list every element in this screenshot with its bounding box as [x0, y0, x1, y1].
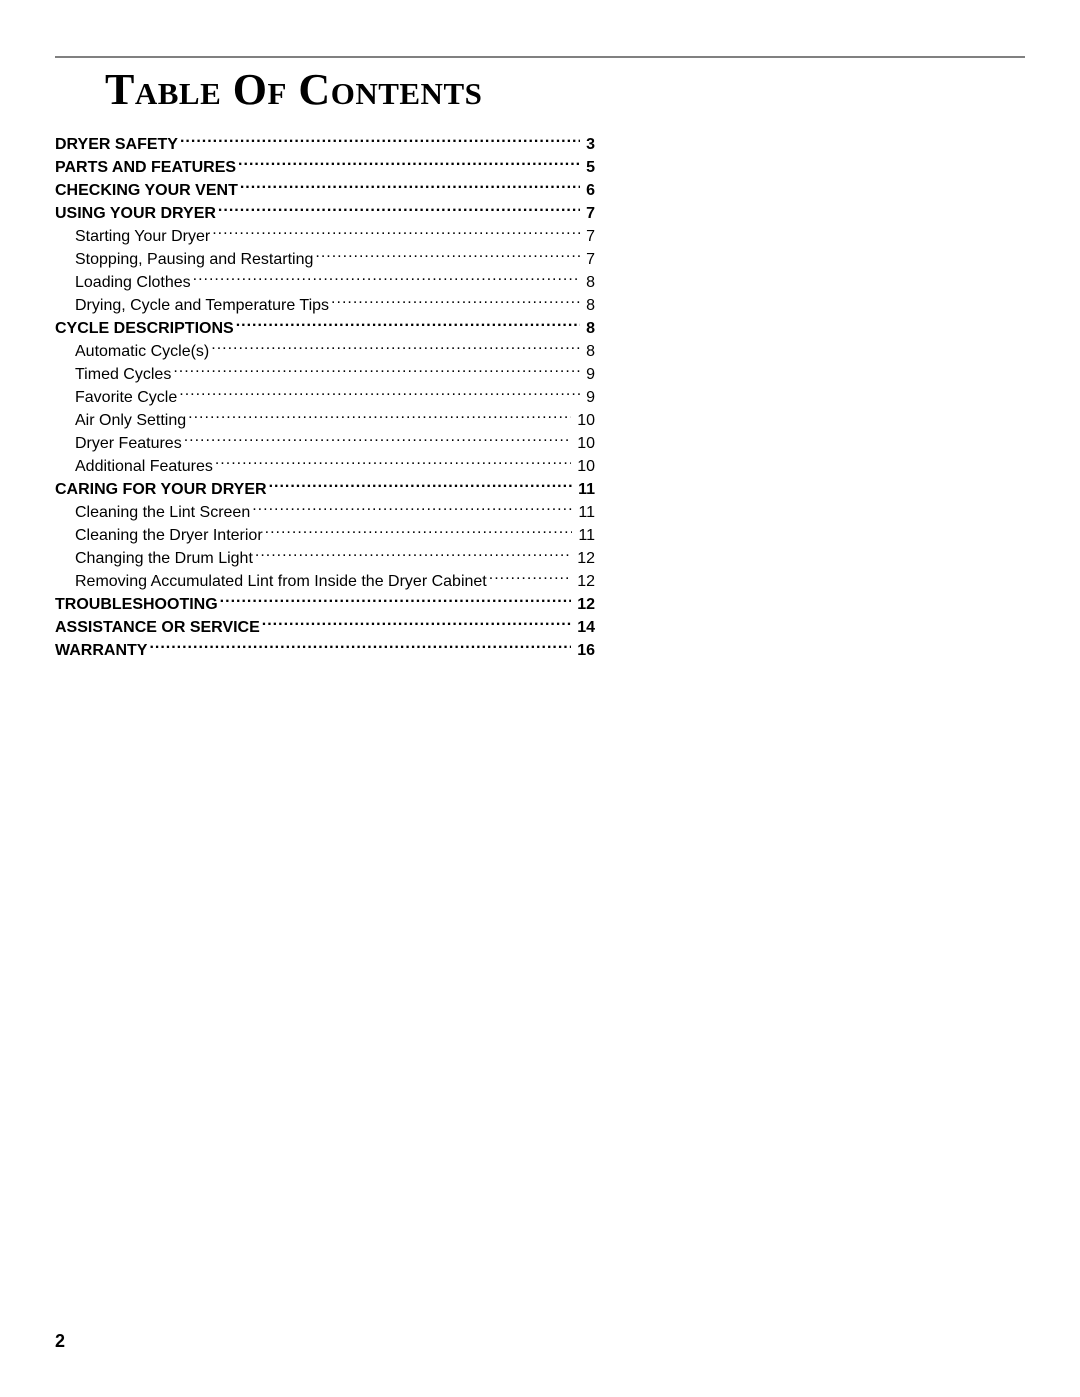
toc-section: Dryer Safety 3 [55, 133, 595, 156]
toc-leader [173, 363, 580, 379]
toc-entry-label: Cleaning the Lint Screen [75, 502, 250, 524]
toc-entry-label: Additional Features [75, 456, 213, 478]
toc-entry-label: Dryer Features [75, 433, 182, 455]
toc-subentry: Changing the Drum Light 12 [55, 547, 595, 570]
toc-leader [331, 294, 580, 310]
toc-section: Parts And Features 5 [55, 156, 595, 179]
toc-leader [218, 202, 580, 218]
page-number: 2 [55, 1331, 65, 1352]
toc-entry-page: 12 [573, 571, 595, 593]
toc-leader [180, 133, 580, 149]
toc-entry-page: 11 [574, 502, 595, 524]
toc-subentry: Starting Your Dryer 7 [55, 225, 595, 248]
toc-leader [252, 501, 572, 517]
toc-leader [236, 317, 580, 333]
toc-subentry: Timed Cycles 9 [55, 363, 595, 386]
toc-subentry: Air Only Setting 10 [55, 409, 595, 432]
toc-section: Using Your Dryer 7 [55, 202, 595, 225]
toc-entry-page: 11 [574, 479, 595, 501]
toc-entry-label: Timed Cycles [75, 364, 171, 386]
toc-entry-page: 9 [582, 387, 595, 409]
toc-section: Assistance Or Service 14 [55, 616, 595, 639]
toc-leader [262, 616, 571, 632]
toc-entry-page: 10 [573, 410, 595, 432]
toc-entry-label: Using Your Dryer [55, 203, 216, 225]
toc-section: Warranty 16 [55, 639, 595, 662]
toc-entry-label: Loading Clothes [75, 272, 191, 294]
toc-leader [265, 524, 573, 540]
toc-leader [188, 409, 571, 425]
toc-entry-page: 12 [573, 594, 595, 616]
toc-entry-page: 8 [582, 341, 595, 363]
toc-subentry: Drying, Cycle and Temperature Tips 8 [55, 294, 595, 317]
toc-subentry: Dryer Features 10 [55, 432, 595, 455]
toc-entry-label: Cycle Descriptions [55, 318, 234, 340]
toc-leader [315, 248, 580, 264]
toc-entry-page: 9 [582, 364, 595, 386]
toc-entry-page: 5 [582, 157, 595, 179]
toc-subentry: Cleaning the Lint Screen 11 [55, 501, 595, 524]
toc-subentry: Stopping, Pausing and Restarting 7 [55, 248, 595, 271]
toc-entry-label: Removing Accumulated Lint from Inside th… [75, 571, 487, 593]
toc-leader [184, 432, 572, 448]
toc-entry-page: 7 [582, 203, 595, 225]
toc-leader [149, 639, 571, 655]
toc-entry-label: Automatic Cycle(s) [75, 341, 209, 363]
toc-section: Cycle Descriptions 8 [55, 317, 595, 340]
toc-subentry: Removing Accumulated Lint from Inside th… [55, 570, 595, 593]
toc-entry-page: 7 [582, 226, 595, 248]
toc-leader [193, 271, 580, 287]
toc-leader [215, 455, 571, 471]
toc-section: Checking Your Vent 6 [55, 179, 595, 202]
toc-subentry: Favorite Cycle 9 [55, 386, 595, 409]
top-rule [55, 56, 1025, 58]
toc-entry-label: Starting Your Dryer [75, 226, 210, 248]
toc-entry-page: 8 [582, 272, 595, 294]
toc-entry-label: Caring For Your Dryer [55, 479, 267, 501]
toc-entry-page: 8 [582, 318, 595, 340]
toc-section: Caring For Your Dryer 11 [55, 478, 595, 501]
toc-leader [211, 340, 580, 356]
page: Table Of Contents Dryer Safety3Parts And… [0, 0, 1080, 1397]
toc-entry-page: 16 [573, 640, 595, 662]
toc-list: Dryer Safety3Parts And Features5Checking… [55, 133, 595, 662]
toc-entry-page: 3 [582, 134, 595, 156]
toc-leader [220, 593, 572, 609]
toc-leader [238, 156, 580, 172]
toc-subentry: Cleaning the Dryer Interior 11 [55, 524, 595, 547]
toc-subentry: Loading Clothes 8 [55, 271, 595, 294]
toc-leader [489, 570, 571, 586]
toc-entry-label: Air Only Setting [75, 410, 186, 432]
toc-leader [179, 386, 580, 402]
toc-title: Table Of Contents [105, 64, 1025, 115]
toc-entry-page: 7 [582, 249, 595, 271]
toc-subentry: Automatic Cycle(s) 8 [55, 340, 595, 363]
toc-section: Troubleshooting 12 [55, 593, 595, 616]
toc-leader [240, 179, 580, 195]
toc-entry-label: Checking Your Vent [55, 180, 238, 202]
toc-entry-page: 12 [573, 548, 595, 570]
toc-entry-page: 10 [573, 456, 595, 478]
toc-entry-page: 8 [582, 295, 595, 317]
toc-leader [269, 478, 573, 494]
toc-leader [212, 225, 580, 241]
toc-entry-page: 11 [574, 525, 595, 547]
toc-entry-label: Cleaning the Dryer Interior [75, 525, 263, 547]
toc-entry-label: Drying, Cycle and Temperature Tips [75, 295, 329, 317]
toc-entry-page: 14 [573, 617, 595, 639]
toc-entry-label: Parts And Features [55, 157, 236, 179]
toc-entry-label: Warranty [55, 640, 147, 662]
toc-entry-label: Assistance Or Service [55, 617, 260, 639]
toc-entry-label: Troubleshooting [55, 594, 218, 616]
toc-entry-label: Favorite Cycle [75, 387, 177, 409]
toc-subentry: Additional Features 10 [55, 455, 595, 478]
toc-entry-page: 10 [573, 433, 595, 455]
toc-leader [255, 547, 571, 563]
toc-entry-label: Dryer Safety [55, 134, 178, 156]
toc-entry-label: Changing the Drum Light [75, 548, 253, 570]
toc-entry-label: Stopping, Pausing and Restarting [75, 249, 313, 271]
toc-entry-page: 6 [582, 180, 595, 202]
